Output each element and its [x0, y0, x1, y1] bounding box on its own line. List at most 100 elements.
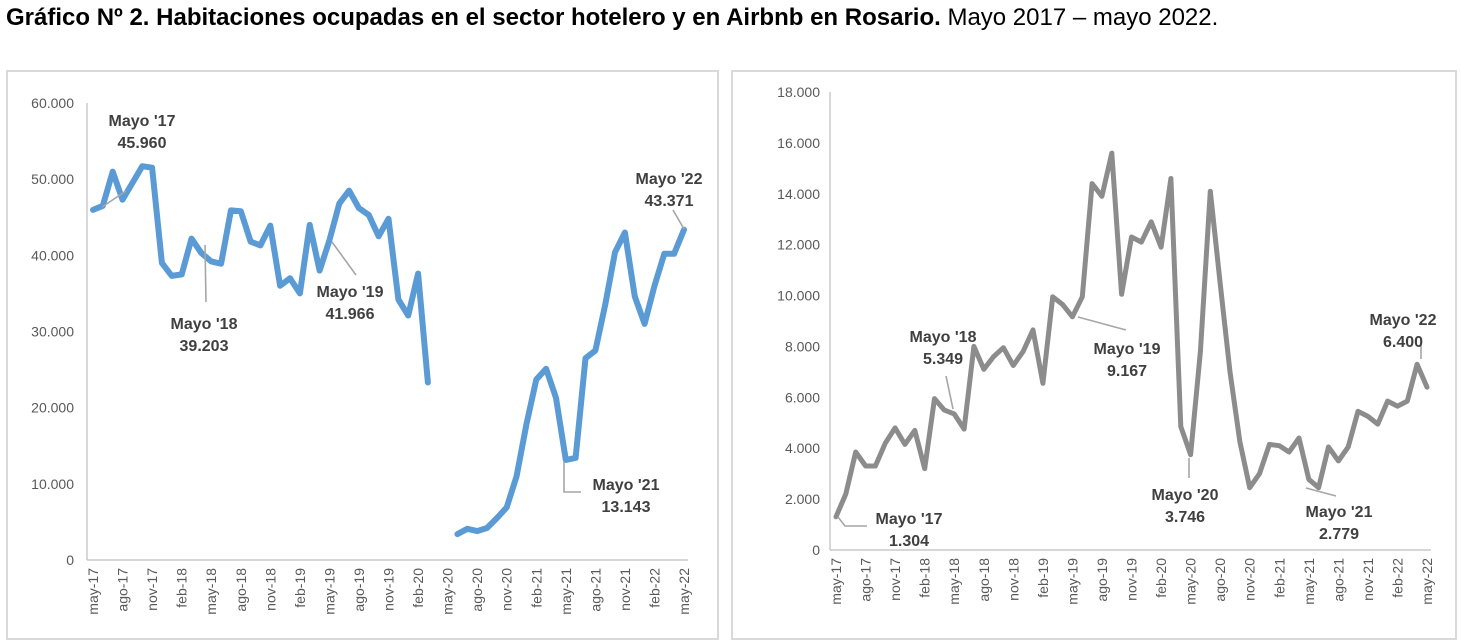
airbnb-chart-panel: 0 2.000 4.000 6.000 8.000 10.000 12.000 14.000 1… — [731, 70, 1457, 640]
airbnb-data-point — [1150, 220, 1153, 223]
airbnb-data-point — [1298, 437, 1301, 440]
airbnb-x-tick-label: ago-18 — [976, 558, 992, 602]
airbnb-x-tick-label: may-18 — [946, 558, 962, 605]
airbnb-data-point — [1248, 486, 1251, 489]
airbnb-data-point — [953, 412, 956, 415]
hotel-data-point — [239, 210, 242, 213]
airbnb-data-point — [1229, 370, 1232, 373]
hotel-y-tick-label: 40.000 — [31, 247, 74, 263]
hotel-series-line — [90, 163, 687, 538]
airbnb-x-tick-label: may-20 — [1183, 558, 1199, 605]
hotel-data-point — [545, 367, 548, 370]
airbnb-data-point — [1071, 315, 1074, 318]
title-normal: Mayo 2017 – mayo 2022. — [940, 4, 1219, 31]
hotel-data-point — [535, 378, 538, 381]
hotel-data-point — [614, 251, 617, 254]
hotel-data-point — [111, 170, 114, 173]
hotel-x-tick-label: may-22 — [676, 568, 692, 615]
hotel-data-point — [495, 517, 498, 520]
hotel-annotation-label: Mayo '21 — [593, 477, 660, 494]
hotel-x-tick-label: nov-19 — [381, 568, 397, 611]
airbnb-x-tick-label: nov-19 — [1124, 558, 1140, 601]
hotel-data-point — [269, 224, 272, 227]
hotel-data-point — [249, 240, 252, 243]
hotel-annotation-leader — [204, 244, 207, 303]
airbnb-x-tick-label: feb-20 — [1153, 558, 1169, 598]
airbnb-data-point — [1130, 236, 1133, 239]
airbnb-y-tick-label: 4.000 — [785, 440, 820, 456]
hotel-x-tick-label: ago-20 — [469, 568, 485, 612]
hotel-data-point — [170, 274, 173, 277]
hotel-data-point — [190, 237, 193, 240]
hotel-data-point — [525, 423, 528, 426]
airbnb-data-point — [884, 442, 887, 445]
airbnb-data-point — [835, 515, 838, 518]
hotel-x-tick-label: may-21 — [558, 568, 574, 615]
airbnb-x-tick-label: feb-21 — [1271, 558, 1287, 598]
hotel-x-tick-label: ago-17 — [115, 568, 131, 612]
hotel-data-point — [357, 207, 360, 210]
hotel-data-point — [229, 209, 232, 212]
hotel-data-point — [367, 214, 370, 217]
airbnb-x-tick-label: feb-22 — [1389, 558, 1405, 598]
airbnb-x-tick-label: may-19 — [1064, 558, 1080, 605]
hotel-y-tick-label: 10.000 — [31, 476, 74, 492]
hotel-data-point — [486, 527, 489, 530]
airbnb-data-point — [1012, 364, 1015, 367]
airbnb-data-point — [1317, 486, 1320, 489]
airbnb-data-point — [1160, 246, 1163, 249]
airbnb-annotation-label: Mayo '20 — [1152, 487, 1219, 504]
airbnb-annotation-leader — [1305, 487, 1337, 497]
airbnb-data-point — [864, 465, 867, 468]
airbnb-series-line — [833, 150, 1430, 520]
airbnb-y-tick-label: 6.000 — [785, 389, 820, 405]
hotel-data-point — [456, 533, 459, 536]
airbnb-x-tick-label: feb-19 — [1035, 558, 1051, 598]
hotel-annotation-leader — [563, 462, 581, 493]
airbnb-annotation-value: 6.400 — [1383, 334, 1423, 351]
hotel-annotation-label: Mayo '18 — [171, 316, 238, 333]
hotel-x-tick-label: feb-19 — [292, 568, 308, 608]
hotel-annotation-value: 39.203 — [180, 338, 229, 355]
hotel-data-point — [407, 314, 410, 317]
hotel-data-point — [663, 252, 666, 255]
hotel-data-point — [200, 252, 203, 255]
hotel-data-point — [92, 208, 95, 211]
hotel-data-point — [328, 239, 331, 242]
airbnb-annotation-value: 2.779 — [1319, 526, 1359, 543]
airbnb-annotation-label: Mayo '21 — [1306, 504, 1373, 521]
hotel-annotation-leader — [672, 209, 685, 230]
hotel-data-point — [564, 458, 567, 461]
hotel-data-point — [505, 506, 508, 509]
airbnb-data-point — [963, 428, 966, 431]
airbnb-data-point — [1091, 182, 1094, 185]
hotel-annotation-value: 41.966 — [326, 306, 375, 323]
airbnb-data-point — [1307, 478, 1310, 481]
airbnb-data-point — [1179, 425, 1182, 428]
airbnb-data-point — [1110, 152, 1113, 155]
hotel-data-point — [259, 244, 262, 247]
hotel-x-tick-label: nov-20 — [499, 568, 515, 611]
hotel-data-point — [220, 262, 223, 265]
airbnb-x-tick-label: nov-20 — [1242, 558, 1258, 601]
airbnb-data-point — [903, 443, 906, 446]
airbnb-data-point — [874, 465, 877, 468]
airbnb-data-point — [1032, 328, 1035, 331]
airbnb-annotation-label: Mayo '18 — [910, 329, 977, 346]
airbnb-data-point — [1268, 443, 1271, 446]
hotel-data-point — [476, 530, 479, 533]
hotel-x-tick-label: may-19 — [321, 568, 337, 615]
airbnb-data-point — [1386, 400, 1389, 403]
airbnb-x-tick-label: nov-18 — [1005, 558, 1021, 601]
airbnb-data-point — [1120, 293, 1123, 296]
airbnb-x-tick-label: may-21 — [1301, 558, 1317, 605]
title-bold: Gráfico Nº 2. Habitaciones ocupadas en e… — [6, 4, 941, 31]
airbnb-annotation-value: 5.349 — [923, 351, 963, 368]
hotel-data-point — [348, 189, 351, 192]
airbnb-data-point — [913, 429, 916, 432]
airbnb-data-point — [844, 493, 847, 496]
airbnb-annotation-leader — [945, 375, 954, 410]
airbnb-data-point — [933, 397, 936, 400]
airbnb-y-tick-label: 12.000 — [777, 237, 820, 253]
airbnb-y-tick-label: 18.000 — [777, 84, 820, 100]
